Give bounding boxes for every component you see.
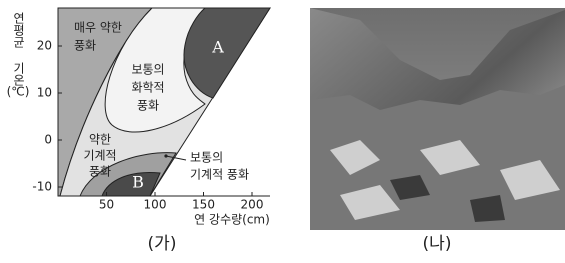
y-axis-unit: (℃): [7, 85, 30, 99]
x-tick-label: 150: [192, 198, 215, 212]
photo: [310, 8, 565, 230]
caption: (가): [148, 234, 177, 254]
region-label: 풍화: [74, 39, 96, 53]
y-tick-label: 20: [37, 39, 52, 53]
region-label: 화학적: [131, 81, 164, 95]
y-tick-label: -10: [32, 180, 52, 194]
leader-dot: [164, 154, 167, 157]
region-label: B: [132, 173, 144, 192]
region-label: A: [211, 38, 224, 57]
region-label: 매우 약한: [74, 20, 122, 35]
y-tick-label: 0: [44, 133, 52, 147]
region-label: 보통의: [131, 63, 164, 77]
region-a: [184, 8, 270, 98]
region-label: 풍화: [137, 99, 159, 113]
y-tick-label: 10: [37, 86, 52, 100]
region-label: 기계적 풍화: [190, 168, 249, 182]
region-label: 약한: [89, 132, 111, 147]
x-tick-label: 100: [144, 198, 167, 212]
x-tick-label: 50: [99, 198, 114, 212]
x-tick-label: 200: [241, 198, 264, 212]
x-axis-label: 연 강수량(cm): [194, 213, 270, 227]
y-axis-label: 연평균 기온: [12, 12, 26, 86]
figure: 연평균 기온 (℃) 연 강수량(cm) 매우 약한 풍화 보통의 화학적 풍화…: [0, 0, 565, 259]
region-label: 보통의: [190, 151, 223, 165]
region-label: 풍화: [89, 165, 111, 179]
caption: (나): [423, 234, 452, 254]
region-label: 기계적: [83, 149, 116, 163]
